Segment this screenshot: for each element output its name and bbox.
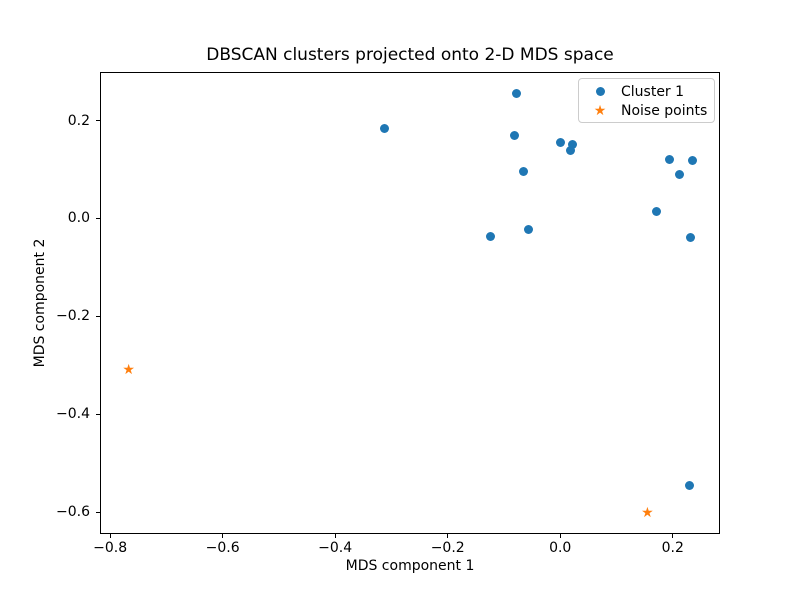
scatter-point-cluster-1 — [379, 124, 389, 134]
y-tick-label: −0.2 — [56, 308, 90, 325]
x-tick-label: −0.2 — [430, 540, 465, 556]
legend-item-label: Cluster 1 — [621, 83, 685, 100]
x-tick-mark — [672, 534, 674, 538]
x-tick-mark — [334, 534, 336, 538]
legend-item-label: Noise points — [621, 102, 708, 119]
y-tick-mark — [96, 120, 100, 121]
scatter-point-cluster-1 — [685, 233, 695, 243]
scatter-point-cluster-1 — [524, 225, 534, 235]
y-tick-mark — [96, 217, 100, 219]
y-tick-label: 0.2 — [67, 112, 90, 129]
y-tick-mark — [96, 315, 100, 317]
scatter-point-cluster-1 — [485, 232, 495, 242]
plot-area — [100, 72, 720, 534]
y-tick-mark — [96, 413, 100, 415]
scatter-point-cluster-1 — [685, 480, 695, 490]
scatter-point-noise-points: ★ — [641, 504, 654, 521]
scatter-point-cluster-1 — [674, 170, 684, 180]
legend-item-noise-points: ★ Noise points — [579, 101, 714, 120]
scatter-point-cluster-1 — [687, 155, 697, 165]
x-tick-mark — [109, 534, 111, 538]
scatter-point-cluster-1 — [510, 131, 520, 141]
scatter-point-noise-points: ★ — [122, 361, 135, 378]
y-tick-label: −0.4 — [56, 406, 90, 423]
scatter-point-cluster-1 — [518, 166, 528, 176]
scatter-point-cluster-1 — [664, 154, 674, 164]
x-tick-mark — [559, 534, 561, 538]
x-tick-label: −0.6 — [205, 540, 240, 556]
scatter-point-cluster-1 — [651, 206, 661, 216]
scatter-point-cluster-1 — [556, 137, 566, 147]
x-tick-mark — [222, 534, 224, 538]
scatter-point-cluster-1 — [565, 146, 575, 156]
y-tick-label: 0.0 — [67, 210, 90, 227]
y-tick-label: −0.6 — [56, 504, 90, 521]
scatter-point-cluster-1 — [568, 139, 578, 149]
legend-marker-circle-icon — [579, 85, 621, 99]
legend: Cluster 1 ★ Noise points — [578, 78, 715, 123]
x-tick-mark — [447, 534, 449, 538]
scatter-point-cluster-1 — [511, 88, 521, 98]
x-tick-label: −0.8 — [93, 540, 128, 556]
legend-marker-star-icon: ★ — [593, 102, 607, 119]
chart-title: DBSCAN clusters projected onto 2-D MDS s… — [206, 45, 614, 65]
y-tick-mark — [96, 511, 100, 513]
x-axis-label: MDS component 1 — [345, 558, 475, 574]
x-tick-label: 0.2 — [661, 540, 684, 556]
legend-item-cluster-1: Cluster 1 — [579, 82, 714, 101]
x-tick-label: 0.0 — [549, 540, 572, 556]
x-tick-label: −0.4 — [318, 540, 353, 556]
y-axis-label: MDS component 2 — [32, 238, 48, 368]
